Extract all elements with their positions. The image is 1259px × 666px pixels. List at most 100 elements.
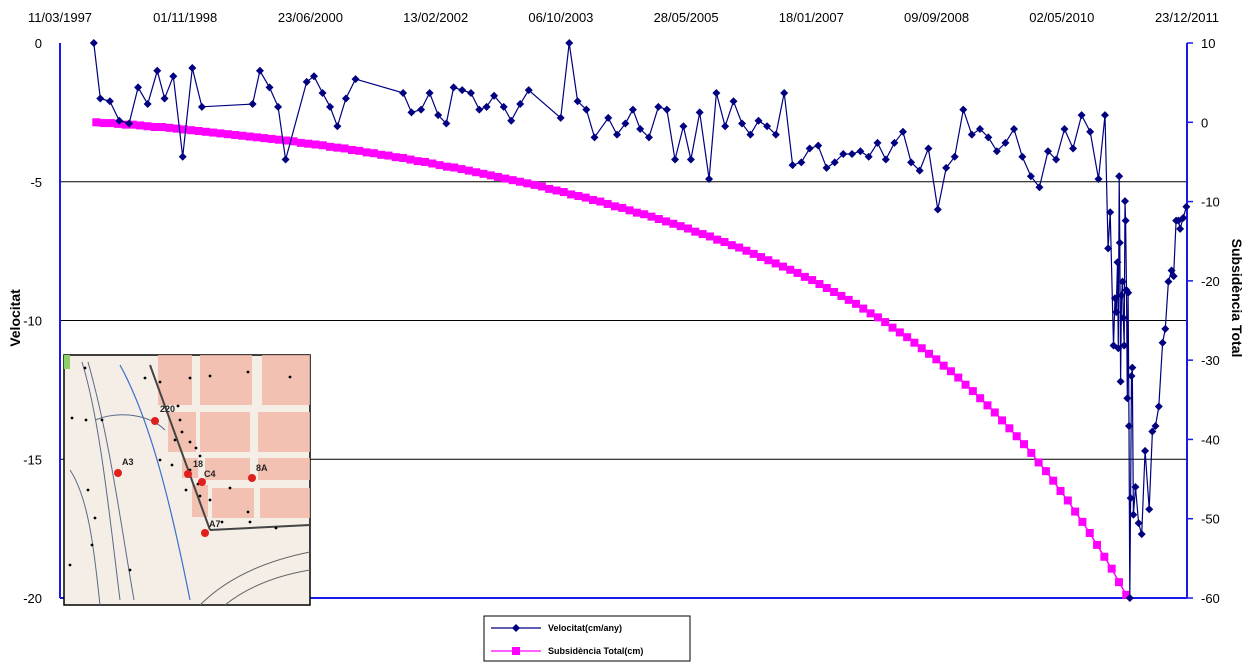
series-velocitat — [89, 39, 1191, 602]
velocitat-point — [1104, 244, 1113, 253]
subsidencia-point — [515, 177, 524, 186]
velocitat-point — [754, 116, 763, 125]
inset-map-dot — [180, 430, 184, 434]
subsidencia-point — [318, 141, 327, 150]
subsidencia-point — [209, 128, 218, 137]
subsidencia-point — [559, 188, 568, 197]
subsidencia-point — [954, 373, 963, 382]
velocitat-point — [1164, 277, 1173, 286]
subsidencia-point — [589, 195, 598, 204]
velocitat-point — [333, 122, 342, 131]
subsidencia-point — [976, 394, 985, 403]
velocitat-point — [341, 94, 350, 103]
inset-map-marker — [114, 469, 122, 477]
subsidencia-point — [172, 124, 181, 133]
subsidencia-point — [778, 262, 787, 271]
inset-map-dot — [176, 404, 180, 408]
velocitat-point — [1117, 291, 1126, 300]
subsidencia-point — [304, 139, 313, 148]
x-tick-label: 23/12/2011 — [1155, 10, 1219, 25]
inset-map-dot — [68, 563, 72, 567]
inset-map-dot — [274, 526, 278, 530]
velocitat-point — [1182, 202, 1191, 211]
velocitat-point — [881, 155, 890, 164]
y-right-tick-label: -40 — [1201, 432, 1220, 447]
velocitat-point — [153, 66, 162, 75]
subsidencia-point — [377, 150, 386, 159]
velocitat-point — [1123, 394, 1132, 403]
inset-map-dot — [143, 376, 147, 380]
legend: Velocitat(cm/any) Subsidència Total(cm) — [483, 615, 691, 662]
y-left-axis-title: Velocitat — [7, 289, 23, 347]
velocitat-point — [662, 105, 671, 114]
velocitat-point — [924, 144, 933, 153]
y-left-tick-label: 0 — [35, 36, 42, 51]
subsidencia-point — [647, 212, 656, 221]
inset-map-contour — [224, 569, 311, 606]
inset-map-contour — [94, 414, 166, 431]
subsidencia-point — [698, 230, 707, 239]
subsidencia-point — [669, 219, 678, 228]
inset-map-label: A7 — [209, 519, 221, 529]
inset-map-block — [212, 488, 254, 518]
subsidencia-point — [632, 208, 641, 217]
velocitat-point — [255, 66, 264, 75]
velocitat-point — [984, 133, 993, 142]
inset-map-block — [158, 355, 192, 405]
y-left-tick-label: -20 — [23, 591, 42, 606]
velocitat-point — [1106, 208, 1115, 217]
velocitat-point — [797, 158, 806, 167]
subsidencia-point — [640, 210, 649, 219]
subsidencia-point — [691, 227, 700, 236]
inset-map-contour — [199, 551, 311, 606]
velocitat-point — [1158, 338, 1167, 347]
subsidencia-point — [136, 121, 145, 130]
subsidencia-point — [727, 241, 736, 250]
velocitat-point — [654, 102, 663, 111]
velocitat-point — [805, 144, 814, 153]
velocitat-point — [565, 39, 574, 47]
y-right-tick-label: -10 — [1201, 195, 1220, 210]
inset-map-block — [262, 355, 310, 405]
velocitat-point — [1052, 155, 1061, 164]
inset-map-dot — [248, 520, 252, 524]
inset-map-dot — [246, 510, 250, 514]
subsidencia-point — [223, 130, 232, 139]
y-right-tick-label: -50 — [1201, 512, 1220, 527]
subsidencia-point — [187, 126, 196, 135]
velocitat-point — [442, 119, 451, 128]
x-tick-label: 06/10/2003 — [528, 10, 593, 25]
velocitat-point — [407, 108, 416, 117]
velocitat-point — [1151, 421, 1160, 430]
subsidencia-point — [844, 295, 853, 304]
velocitat-point — [890, 138, 899, 147]
y-left-tick-labels: 0 -5 -10 -15 -20 — [23, 36, 42, 606]
x-tick-label: 11/03/1997 — [28, 10, 92, 25]
velocitat-point — [434, 111, 443, 120]
inset-map-dot — [208, 374, 212, 378]
subsidencia-point — [114, 119, 123, 128]
subsidencia-point — [662, 217, 671, 226]
subsidencia-point — [676, 222, 685, 231]
inset-map-dot — [93, 516, 97, 520]
subsidencia-point — [1049, 476, 1058, 485]
inset-map-block — [258, 412, 310, 452]
subsidencia-point — [808, 276, 817, 285]
subsidencia-point — [990, 408, 999, 417]
subsidencia-point — [428, 159, 437, 168]
velocitat-point — [1035, 183, 1044, 192]
velocitat-point — [449, 83, 458, 92]
inset-map-dot — [128, 568, 132, 572]
subsidencia-point — [486, 171, 495, 180]
subsidencia-point — [610, 202, 619, 211]
subsidencia-point — [442, 162, 451, 171]
inset-map-label: 220 — [160, 404, 175, 414]
velocitat-point — [856, 147, 865, 156]
subsidencia-point — [1034, 458, 1043, 467]
subsidencia-point — [537, 182, 546, 191]
y-right-tick-label: -30 — [1201, 353, 1220, 368]
velocitat-point — [1145, 505, 1154, 514]
velocitat-point — [1118, 277, 1127, 286]
inset-map-contour — [81, 361, 121, 601]
